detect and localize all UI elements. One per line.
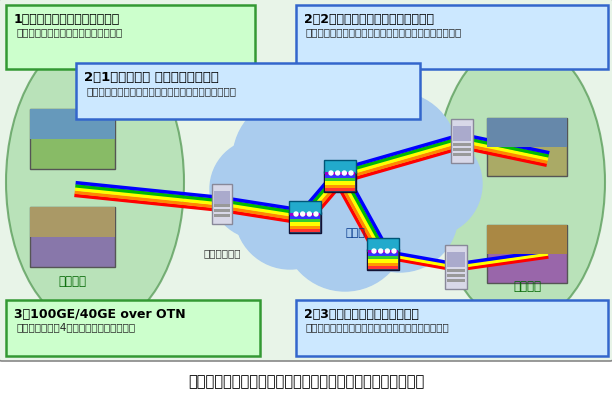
FancyBboxPatch shape (6, 6, 255, 70)
Text: 国際標準化し、4波への並列展開も可能に: 国際標準化し、4波への並列展開も可能に (16, 321, 135, 331)
FancyBboxPatch shape (447, 253, 465, 267)
Circle shape (349, 172, 353, 176)
Text: 複数波でアクセス、集約した経路を瞬時に設定・解除: 複数波でアクセス、集約した経路を瞬時に設定・解除 (86, 85, 236, 95)
Text: 広域網: 広域網 (345, 227, 365, 237)
Text: データフローを複数波長に自在に分割: データフローを複数波長に自在に分割 (16, 27, 122, 37)
Bar (325, 182, 355, 185)
Bar (290, 226, 320, 229)
FancyBboxPatch shape (214, 191, 230, 205)
Circle shape (372, 249, 376, 253)
Bar (368, 266, 398, 269)
Text: ユーザ網: ユーザ網 (513, 279, 541, 292)
FancyBboxPatch shape (289, 201, 321, 214)
Circle shape (307, 213, 312, 217)
FancyBboxPatch shape (296, 6, 608, 70)
FancyBboxPatch shape (367, 249, 399, 270)
FancyBboxPatch shape (29, 207, 114, 267)
FancyBboxPatch shape (447, 279, 465, 282)
FancyBboxPatch shape (324, 171, 356, 192)
Ellipse shape (6, 35, 184, 330)
Text: 1．波長数可変パケット送受信: 1．波長数可変パケット送受信 (14, 13, 120, 26)
FancyBboxPatch shape (453, 153, 471, 156)
FancyBboxPatch shape (6, 300, 260, 356)
FancyBboxPatch shape (296, 300, 608, 356)
FancyBboxPatch shape (487, 119, 567, 148)
FancyBboxPatch shape (451, 120, 473, 164)
FancyBboxPatch shape (447, 269, 465, 272)
FancyBboxPatch shape (453, 127, 471, 142)
FancyBboxPatch shape (76, 64, 420, 120)
FancyBboxPatch shape (487, 225, 567, 254)
Circle shape (386, 249, 389, 253)
Bar (325, 172, 355, 175)
FancyBboxPatch shape (29, 207, 114, 237)
Bar (368, 259, 398, 263)
FancyBboxPatch shape (29, 110, 114, 170)
Bar (290, 219, 320, 223)
Circle shape (294, 213, 298, 217)
Circle shape (342, 157, 458, 272)
Bar (368, 256, 398, 259)
Circle shape (300, 213, 305, 217)
FancyBboxPatch shape (0, 0, 612, 361)
Circle shape (335, 172, 340, 176)
FancyBboxPatch shape (289, 212, 321, 233)
Circle shape (314, 213, 318, 217)
FancyBboxPatch shape (453, 148, 471, 151)
Text: ゲートウェイ: ゲートウェイ (203, 247, 241, 257)
Circle shape (342, 172, 346, 176)
FancyBboxPatch shape (214, 215, 230, 218)
FancyBboxPatch shape (214, 210, 230, 213)
Bar (325, 175, 355, 178)
Circle shape (333, 93, 457, 217)
Circle shape (287, 82, 403, 198)
FancyBboxPatch shape (29, 110, 114, 140)
Bar (368, 253, 398, 256)
Text: 図２：開発に成功した「広域テラビットＬＡＮ」の要素技術: 図２：開発に成功した「広域テラビットＬＡＮ」の要素技術 (188, 374, 424, 389)
Circle shape (233, 98, 357, 221)
FancyBboxPatch shape (367, 239, 399, 251)
Bar (325, 185, 355, 188)
Bar (368, 263, 398, 266)
Circle shape (235, 160, 345, 269)
FancyBboxPatch shape (214, 205, 230, 208)
FancyBboxPatch shape (212, 184, 232, 225)
Text: 2－3．多階層光スイッチノード: 2－3．多階層光スイッチノード (304, 307, 419, 320)
Bar (290, 216, 320, 219)
Circle shape (379, 249, 382, 253)
Text: 2－1．波長バス アグリゲーション: 2－1．波長バス アグリゲーション (84, 71, 219, 84)
Text: ユーザ網: ユーザ網 (58, 274, 86, 287)
Bar (290, 229, 320, 233)
FancyBboxPatch shape (445, 245, 467, 289)
Circle shape (392, 249, 396, 253)
Text: 複数波長を群として管理し、効率的にスイッチング: 複数波長を群として管理し、効率的にスイッチング (306, 321, 450, 331)
Bar (325, 178, 355, 182)
FancyBboxPatch shape (453, 143, 471, 146)
FancyBboxPatch shape (487, 225, 567, 283)
Text: 2－2．マルチドメイン自動経路制御: 2－2．マルチドメイン自動経路制御 (304, 13, 434, 26)
FancyBboxPatch shape (324, 160, 356, 173)
Bar (325, 188, 355, 192)
Circle shape (329, 172, 333, 176)
Ellipse shape (435, 41, 605, 325)
Circle shape (378, 133, 482, 237)
Bar (290, 213, 320, 216)
Text: 複数ドメインで光ノードや波長を効率的にルーティング: 複数ドメインで光ノードや波長を効率的にルーティング (306, 27, 462, 37)
FancyBboxPatch shape (447, 274, 465, 277)
FancyBboxPatch shape (487, 119, 567, 176)
Circle shape (283, 168, 407, 291)
Circle shape (210, 140, 310, 239)
Bar (290, 223, 320, 226)
Bar (368, 250, 398, 253)
Text: 3．100GE/40GE over OTN: 3．100GE/40GE over OTN (14, 307, 185, 320)
